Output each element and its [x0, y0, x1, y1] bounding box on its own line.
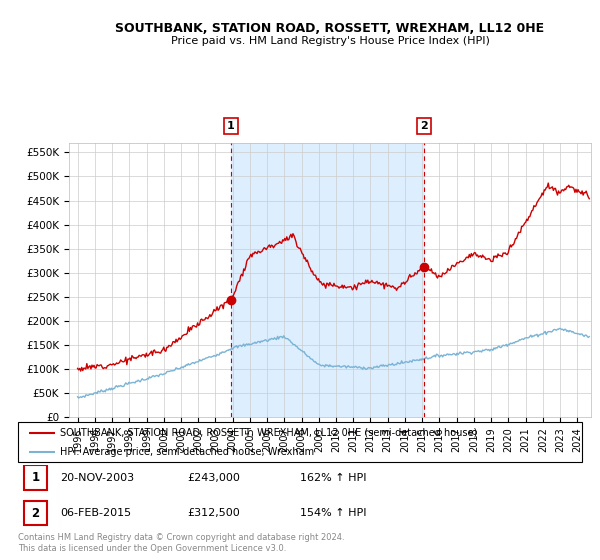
Text: 1: 1 [227, 121, 235, 131]
Text: Contains HM Land Registry data © Crown copyright and database right 2024.
This d: Contains HM Land Registry data © Crown c… [18, 533, 344, 553]
Text: 2: 2 [31, 507, 40, 520]
Text: 2: 2 [420, 121, 428, 131]
Text: 154% ↑ HPI: 154% ↑ HPI [300, 508, 367, 518]
Text: HPI: Average price, semi-detached house, Wrexham: HPI: Average price, semi-detached house,… [60, 447, 314, 457]
Text: SOUTHBANK, STATION ROAD, ROSSETT, WREXHAM, LL12 0HE (semi-detached house): SOUTHBANK, STATION ROAD, ROSSETT, WREXHA… [60, 428, 478, 438]
Text: 20-NOV-2003: 20-NOV-2003 [60, 473, 134, 483]
Bar [231, 143, 424, 417]
Bar [23, 465, 47, 490]
Bar [23, 501, 47, 525]
Text: £243,000: £243,000 [187, 473, 240, 483]
Text: £312,500: £312,500 [187, 508, 240, 518]
Text: 162% ↑ HPI: 162% ↑ HPI [300, 473, 367, 483]
Text: Price paid vs. HM Land Registry's House Price Index (HPI): Price paid vs. HM Land Registry's House … [170, 36, 490, 46]
Text: 06-FEB-2015: 06-FEB-2015 [60, 508, 131, 518]
Text: SOUTHBANK, STATION ROAD, ROSSETT, WREXHAM, LL12 0HE: SOUTHBANK, STATION ROAD, ROSSETT, WREXHA… [115, 22, 545, 35]
Text: 1: 1 [31, 471, 40, 484]
